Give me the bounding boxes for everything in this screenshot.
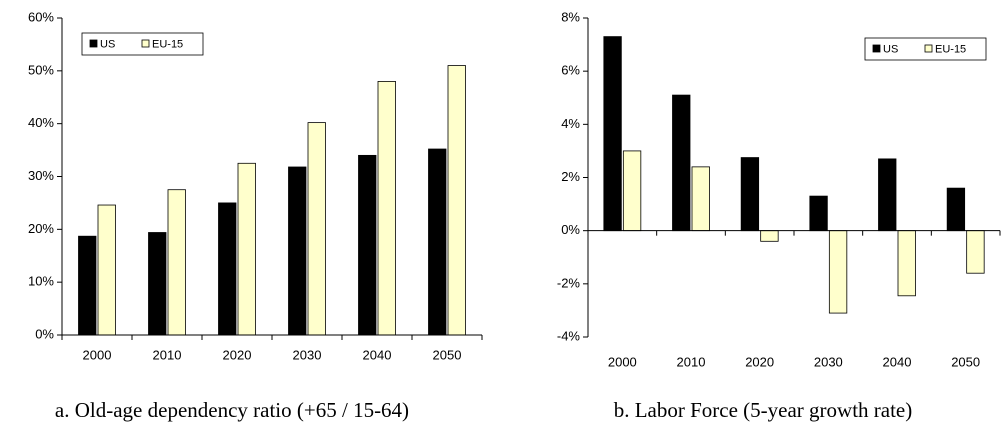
bar (740, 157, 760, 232)
bar (897, 230, 916, 297)
bar (603, 36, 622, 232)
bar (307, 122, 326, 336)
bar (966, 230, 985, 274)
chart-caption: b. Labor Force (5-year growth rate) (614, 398, 913, 422)
legend-swatch (141, 39, 150, 48)
bar (428, 148, 447, 336)
x-tick-label: 2010 (677, 354, 706, 369)
legend-swatch (924, 44, 933, 53)
chart-caption: a. Old-age dependency ratio (+65 / 15-64… (55, 398, 409, 422)
bar (167, 189, 186, 336)
legend-label: US (100, 38, 115, 50)
x-tick-label: 2050 (951, 354, 980, 369)
x-tick-label: 2040 (883, 354, 912, 369)
y-tick-label: 30% (28, 168, 54, 183)
y-tick-label: 6% (561, 63, 580, 78)
y-tick-label: 8% (561, 9, 580, 24)
bar (97, 204, 116, 336)
y-tick-label: 20% (28, 221, 54, 236)
y-tick-label: 0% (561, 222, 580, 237)
x-tick-label: 2040 (363, 347, 392, 362)
x-tick-label: 2030 (814, 354, 843, 369)
legend-label: EU-15 (935, 43, 966, 55)
x-tick-label: 2030 (293, 347, 322, 362)
bar (878, 158, 897, 232)
bar (148, 232, 167, 336)
bar (622, 150, 642, 232)
y-tick-label: 10% (28, 274, 54, 289)
x-tick-label: 2020 (223, 347, 252, 362)
y-tick-label: -2% (557, 275, 581, 290)
bar (672, 94, 691, 232)
bar (288, 166, 307, 336)
y-tick-label: 50% (28, 62, 54, 77)
bar (218, 202, 237, 336)
bar (358, 154, 377, 336)
bar (237, 162, 256, 336)
bar (760, 230, 779, 242)
bar (377, 81, 396, 336)
x-tick-label: 2000 (608, 354, 637, 369)
x-tick-label: 2000 (83, 347, 112, 362)
bar (946, 187, 966, 232)
y-tick-label: 40% (28, 115, 54, 130)
x-tick-label: 2010 (153, 347, 182, 362)
x-tick-label: 2050 (433, 347, 462, 362)
chart: 0% 10% 20% 30% 40% 50% 60% 2000 2010 2020 2030 2040… (28, 9, 483, 422)
chart: -4% -2% 0% 2% 4% 6% 8% 2000 2010 2020 2030 2040 2050… (557, 9, 1001, 422)
y-tick-label: 2% (561, 169, 580, 184)
legend-swatch (872, 44, 881, 53)
y-tick-label: 60% (28, 9, 54, 24)
bar (691, 166, 710, 232)
x-tick-label: 2020 (745, 354, 774, 369)
y-tick-label: 4% (561, 116, 580, 131)
bar (828, 230, 848, 314)
legend-label: US (883, 43, 898, 55)
legend-swatch (89, 39, 98, 48)
y-tick-label: 0% (35, 326, 54, 341)
bar (78, 235, 97, 336)
legend-label: EU-15 (152, 38, 183, 50)
y-tick-label: -4% (557, 328, 581, 343)
bar (447, 65, 466, 336)
bar (809, 195, 828, 232)
